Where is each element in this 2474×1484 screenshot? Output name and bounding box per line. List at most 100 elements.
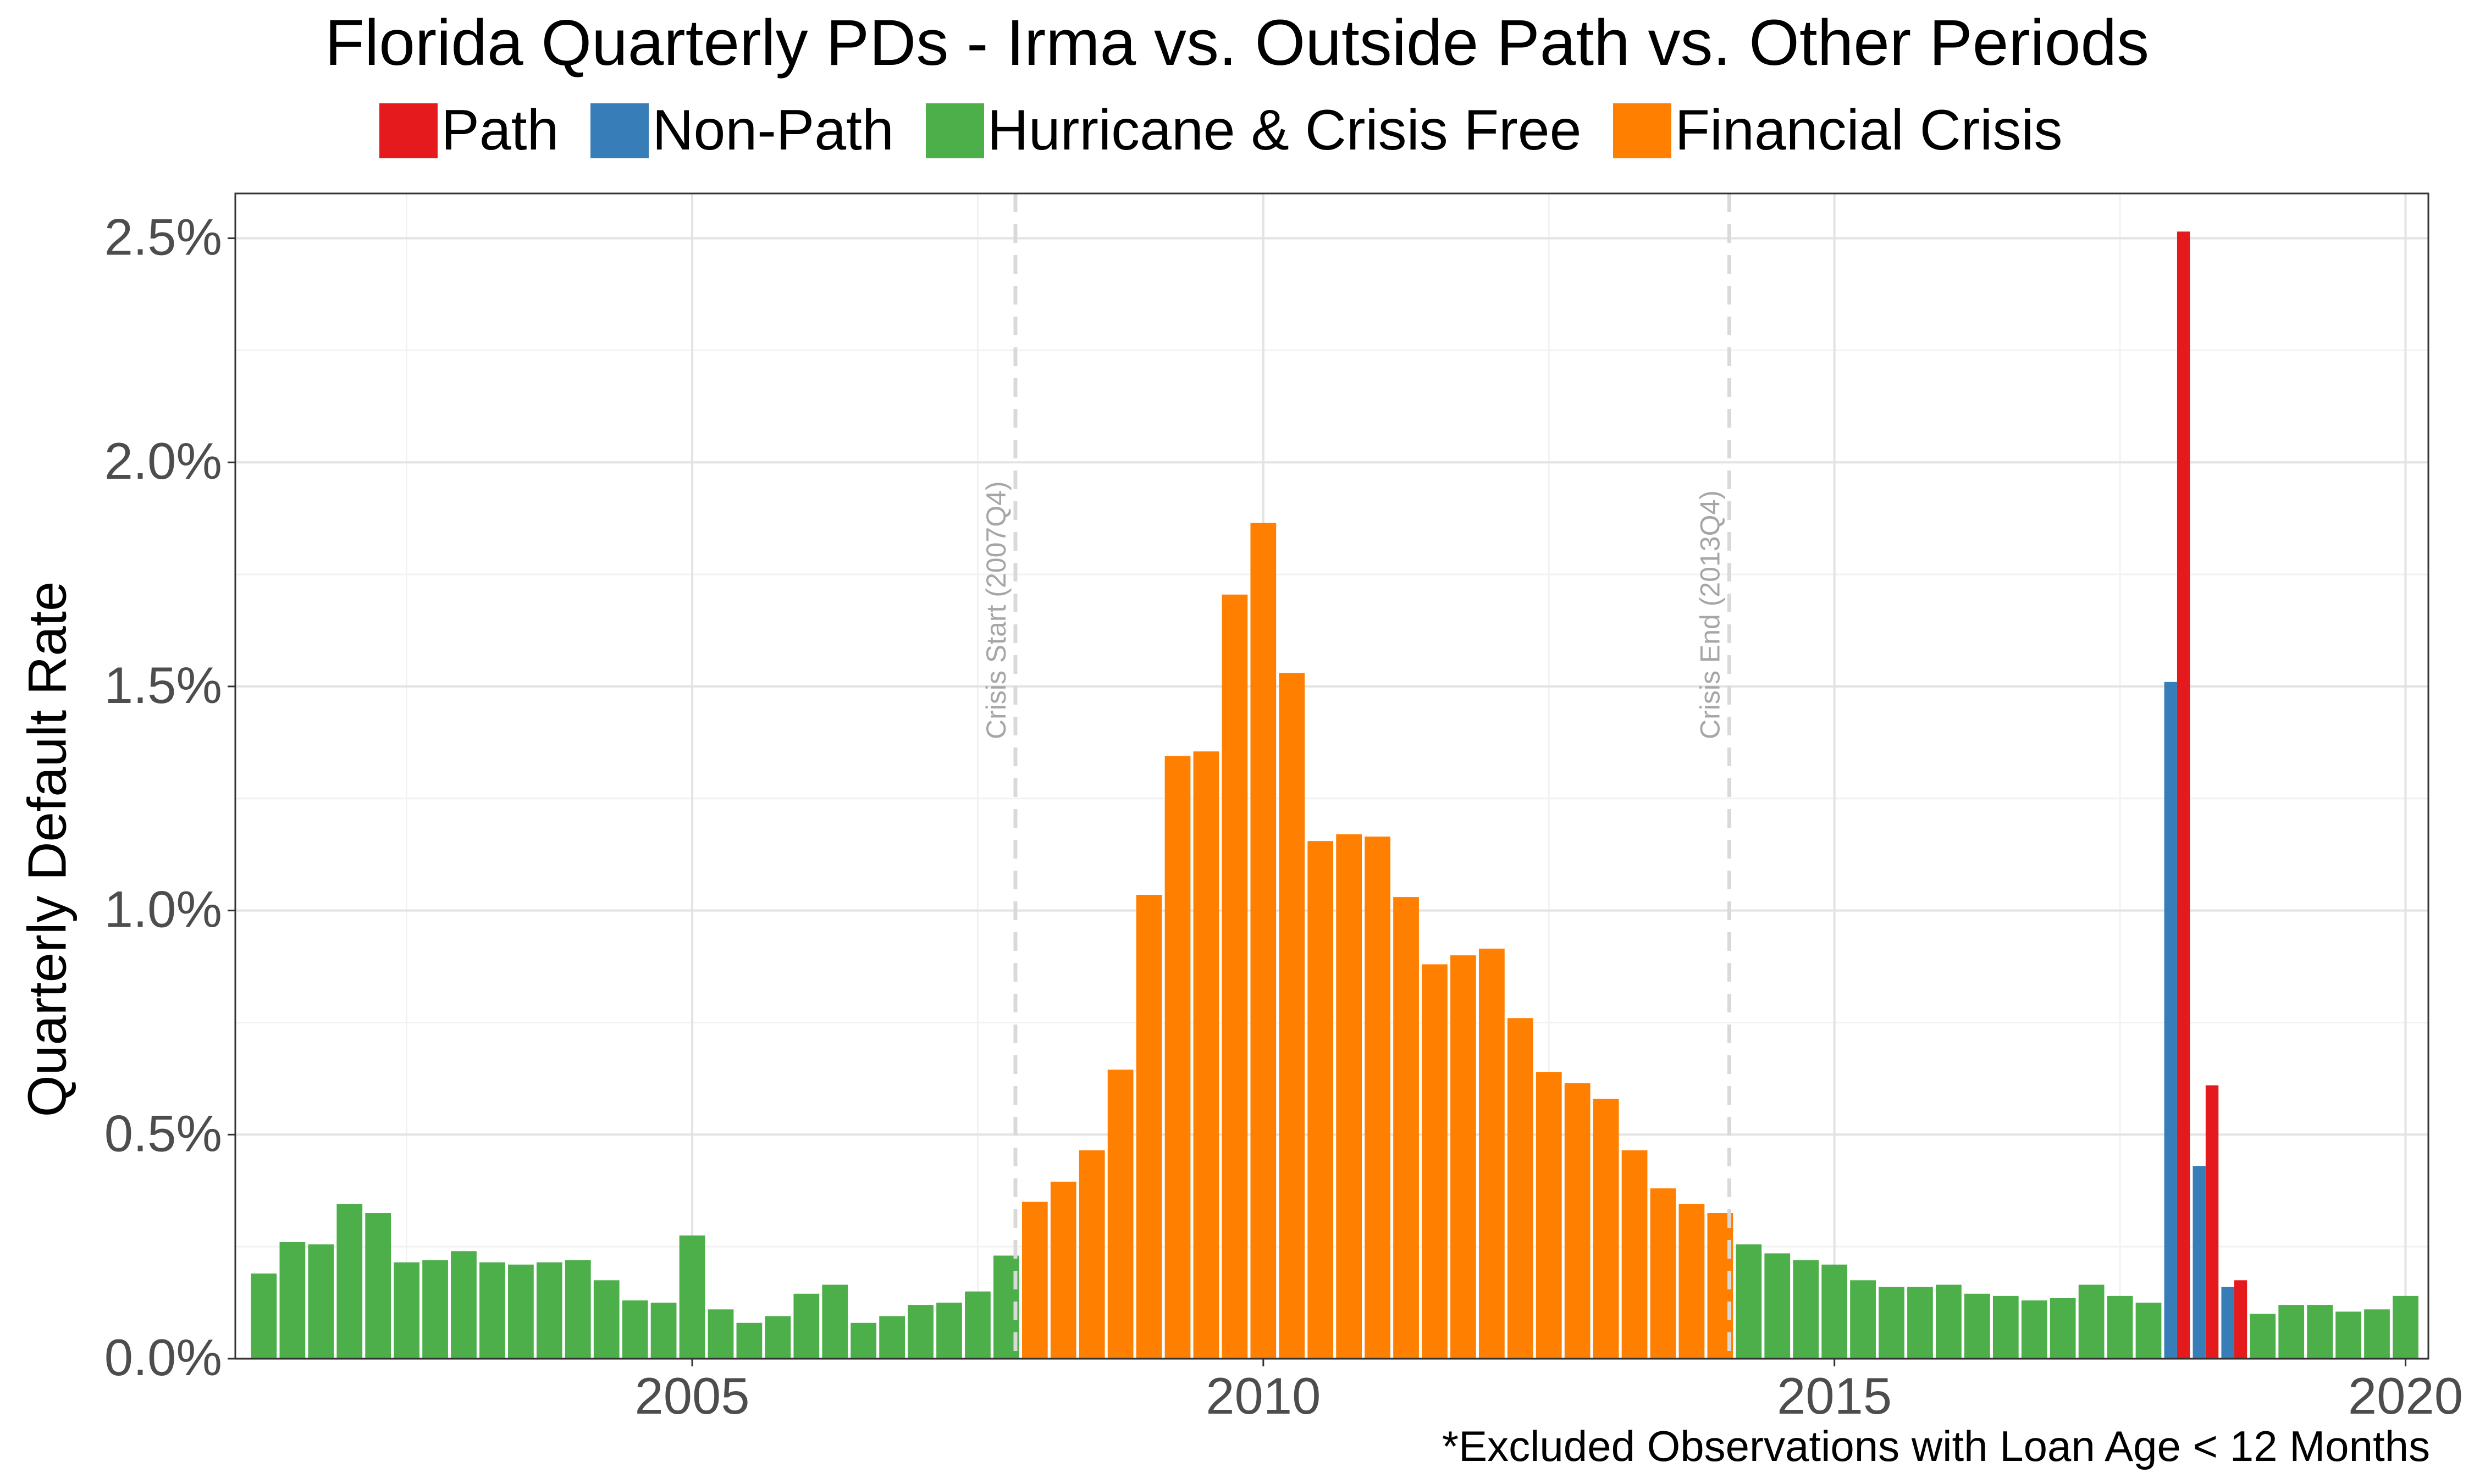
bar-financial-crisis (1450, 955, 1476, 1359)
bar-hurricane-crisis-free (1879, 1287, 1904, 1359)
bar-hurricane-crisis-free (2021, 1300, 2047, 1359)
bar-hurricane-crisis-free (2107, 1295, 2133, 1359)
bar-financial-crisis (1050, 1181, 1076, 1359)
bar-financial-crisis (1593, 1099, 1619, 1359)
bar-hurricane-crisis-free (908, 1305, 934, 1359)
bar-hurricane-crisis-free (851, 1322, 877, 1359)
bar-hurricane-crisis-free (622, 1300, 648, 1359)
bar-hurricane-crisis-free (2393, 1295, 2418, 1359)
bar-hurricane-crisis-free (1992, 1295, 2019, 1359)
bar-hurricane-crisis-free (308, 1244, 334, 1359)
bar-financial-crisis (1478, 948, 1505, 1359)
bar-hurricane-crisis-free (2278, 1305, 2305, 1359)
bar-financial-crisis (1107, 1070, 1134, 1359)
bar-financial-crisis (1393, 897, 1419, 1359)
crisis-reference-label: Crisis End (2013Q4) (1695, 490, 1726, 739)
legend: Path Non-Path Hurricane & Crisis Free Fi… (0, 98, 2474, 163)
bar-hurricane-crisis-free (422, 1260, 448, 1359)
bar-hurricane-crisis-free (2250, 1314, 2276, 1359)
crisis-reference-label: Crisis Start (2007Q4) (981, 481, 1012, 739)
bar-hurricane-crisis-free (1850, 1280, 1876, 1359)
legend-item-path: Path (379, 98, 559, 163)
y-tick-label: 0.0% (104, 1328, 222, 1386)
bar-hurricane-crisis-free (2078, 1284, 2105, 1359)
bar-financial-crisis (1193, 751, 1219, 1359)
legend-swatch-path (379, 103, 438, 158)
bar-hurricane-crisis-free (1793, 1260, 1819, 1359)
legend-label-path: Path (441, 98, 559, 162)
legend-label-financial-crisis: Financial Crisis (1675, 98, 2063, 162)
bar-financial-crisis (1222, 594, 1248, 1359)
bar-hurricane-crisis-free (1764, 1253, 1791, 1359)
bar-financial-crisis (1507, 1018, 1533, 1359)
bar-non-path (2193, 1166, 2206, 1359)
y-tick-label: 0.5% (104, 1104, 222, 1162)
bar-hurricane-crisis-free (479, 1262, 505, 1359)
bar-financial-crisis (1136, 895, 1162, 1359)
bar-non-path (2164, 682, 2177, 1359)
bar-hurricane-crisis-free (879, 1316, 905, 1359)
bar-hurricane-crisis-free (1964, 1293, 1990, 1359)
bar-hurricane-crisis-free (365, 1213, 391, 1359)
bar-hurricane-crisis-free (279, 1242, 306, 1359)
bar-hurricane-crisis-free (394, 1262, 420, 1359)
bar-hurricane-crisis-free (736, 1322, 763, 1359)
bar-financial-crisis (1422, 964, 1448, 1359)
bar-financial-crisis (1650, 1188, 1676, 1359)
bar-hurricane-crisis-free (822, 1284, 848, 1359)
bar-financial-crisis (1021, 1201, 1048, 1359)
bar-financial-crisis (1678, 1204, 1705, 1359)
bar-hurricane-crisis-free (793, 1293, 820, 1359)
bar-hurricane-crisis-free (451, 1251, 477, 1359)
bar-hurricane-crisis-free (765, 1316, 791, 1359)
bar-hurricane-crisis-free (2307, 1305, 2333, 1359)
bar-hurricane-crisis-free (508, 1264, 534, 1359)
bar-hurricane-crisis-free (2050, 1298, 2076, 1359)
bar-hurricane-crisis-free (565, 1260, 591, 1359)
legend-label-non-path: Non-Path (652, 98, 894, 162)
legend-swatch-hurricane-crisis-free (925, 103, 984, 158)
footnote: *Excluded Observations with Loan Age < 1… (1442, 1422, 2430, 1470)
bar-path (2177, 231, 2190, 1359)
bar-hurricane-crisis-free (593, 1280, 620, 1359)
y-tick-label: 2.5% (104, 208, 222, 266)
bar-financial-crisis (1279, 673, 1305, 1359)
bar-hurricane-crisis-free (251, 1273, 277, 1359)
x-tick-label: 2010 (1206, 1367, 1321, 1425)
bar-hurricane-crisis-free (2335, 1311, 2361, 1359)
bar-path (2234, 1280, 2247, 1359)
plot-border (234, 192, 2429, 1360)
x-tick-label: 2020 (2348, 1367, 2463, 1425)
bar-financial-crisis (1336, 834, 1362, 1359)
bar-hurricane-crisis-free (1907, 1287, 1933, 1359)
bar-hurricane-crisis-free (650, 1303, 677, 1359)
bar-financial-crisis (1250, 523, 1277, 1359)
y-tick-label: 1.0% (104, 881, 222, 938)
legend-label-hurricane-crisis-free: Hurricane & Crisis Free (987, 98, 1582, 162)
bar-hurricane-crisis-free (708, 1309, 734, 1359)
bar-hurricane-crisis-free (936, 1303, 962, 1359)
bar-hurricane-crisis-free (965, 1291, 991, 1359)
legend-item-hurricane-crisis-free: Hurricane & Crisis Free (925, 98, 1582, 163)
legend-item-non-path: Non-Path (590, 98, 894, 163)
bar-financial-crisis (1365, 837, 1390, 1359)
bar-hurricane-crisis-free (1936, 1284, 1962, 1359)
bar-hurricane-crisis-free (2135, 1303, 2162, 1359)
bar-hurricane-crisis-free (1736, 1244, 1762, 1359)
legend-swatch-non-path (590, 103, 649, 158)
bar-hurricane-crisis-free (336, 1204, 363, 1359)
x-tick-label: 2005 (634, 1367, 749, 1425)
legend-swatch-financial-crisis (1613, 103, 1672, 158)
bar-financial-crisis (1307, 841, 1334, 1359)
y-tick-label: 1.5% (104, 656, 222, 714)
bar-non-path (2221, 1287, 2234, 1359)
bar-financial-crisis (1079, 1150, 1105, 1359)
bar-hurricane-crisis-free (536, 1262, 562, 1359)
bar-financial-crisis (1536, 1072, 1562, 1359)
y-tick-label: 2.0% (104, 432, 222, 490)
bar-path (2205, 1085, 2219, 1359)
bar-financial-crisis (1564, 1083, 1591, 1359)
bar-financial-crisis (1164, 756, 1191, 1359)
bar-financial-crisis (1621, 1150, 1648, 1359)
